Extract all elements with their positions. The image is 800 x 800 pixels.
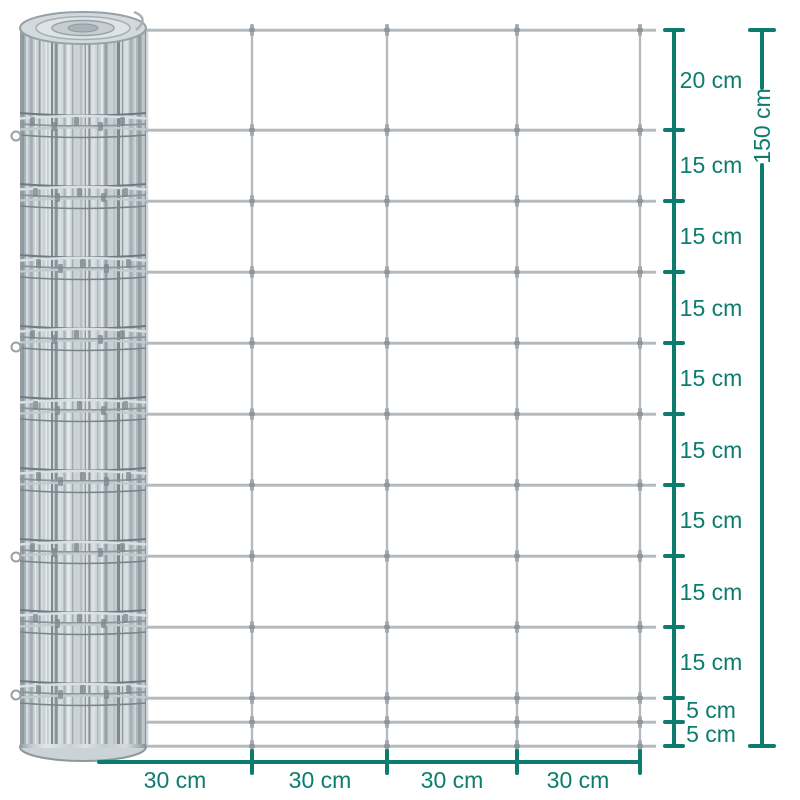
ruler-tick — [638, 749, 642, 775]
segment-label: 15 cm — [679, 579, 743, 605]
spacing-label: 30 cm — [420, 767, 484, 793]
roll-body — [20, 28, 146, 748]
segment-label: 15 cm — [679, 152, 743, 178]
total-ruler-line — [760, 163, 764, 748]
segment-label: 15 cm — [679, 649, 743, 675]
vertical-ruler-line — [672, 28, 676, 748]
ruler-tick — [663, 270, 685, 274]
segment-label: 5 cm — [686, 697, 736, 723]
ruler-tick — [385, 749, 389, 775]
fence-mesh — [92, 24, 656, 752]
ruler-tick — [663, 720, 685, 724]
ruler-tick — [663, 28, 685, 32]
fence-roll — [10, 10, 147, 762]
ruler-tick — [663, 412, 685, 416]
segment-label: 15 cm — [679, 295, 743, 321]
ruler-tick — [515, 749, 519, 775]
ruler-tick — [663, 744, 685, 748]
ruler-tick — [663, 696, 685, 700]
roll-wire-bands — [19, 112, 147, 707]
ruler-tick — [663, 483, 685, 487]
segment-label: 15 cm — [679, 223, 743, 249]
segment-label: 15 cm — [679, 437, 743, 463]
spacing-label: 30 cm — [288, 767, 352, 793]
bottom-ruler-line — [97, 760, 642, 764]
roll-top-rim — [19, 11, 147, 45]
ruler-tick — [663, 199, 685, 203]
total-ruler-line — [760, 28, 764, 90]
segment-label: 15 cm — [679, 365, 743, 391]
ruler-tick — [663, 625, 685, 629]
roll-wire-hooks — [10, 10, 144, 701]
spacing-label: 30 cm — [143, 767, 207, 793]
ruler-tick — [663, 341, 685, 345]
total-height-label: 150 cm — [749, 88, 775, 164]
ruler-tick — [250, 749, 254, 775]
segment-label: 20 cm — [679, 67, 743, 93]
segment-label: 15 cm — [679, 507, 743, 533]
segment-label: 5 cm — [686, 721, 736, 747]
spacing-label: 30 cm — [546, 767, 610, 793]
ruler-tick — [663, 128, 685, 132]
ruler-tick — [663, 554, 685, 558]
